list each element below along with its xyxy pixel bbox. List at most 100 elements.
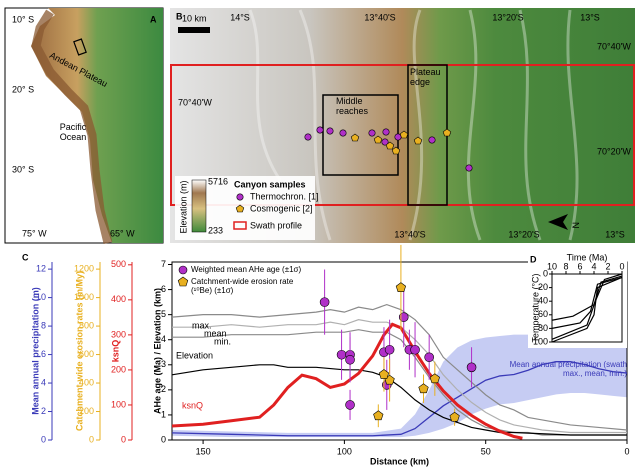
y-tick-label: 0 (89, 434, 94, 444)
lon-label: 70°40'W (178, 97, 212, 107)
y-tick-label: 0 (543, 268, 548, 278)
data-point (384, 344, 395, 355)
legend-title: Canyon samples (234, 179, 306, 189)
y-tick-label: 200 (111, 364, 126, 374)
y-tick-label: 0 (121, 434, 126, 444)
y-tick-label: 5 (161, 309, 166, 319)
data-point (395, 282, 407, 292)
lat-label: 13°40'S (394, 229, 425, 239)
legend-marker (178, 265, 188, 275)
ridges (248, 9, 579, 241)
box-label-box: Plateau edge (410, 67, 441, 87)
x-tick-label: 50 (481, 446, 491, 456)
y-tick-label: 40 (538, 296, 548, 306)
y-tick-label: 6 (41, 349, 46, 359)
y-tick-label: 400 (79, 377, 94, 387)
data-point (418, 383, 429, 394)
lon-label: 75° W (22, 228, 47, 238)
inset-frame (551, 273, 623, 343)
y-tick-label: 200 (79, 406, 94, 416)
data-point (449, 411, 460, 422)
legend-label: Thermochron. [1] (250, 191, 319, 201)
series-label: mean (204, 328, 227, 338)
box-label-box: Middle reaches (336, 96, 369, 116)
lat-label: 30° S (12, 164, 34, 174)
thermochron-sites (304, 126, 473, 172)
y-tick-label: 0 (161, 434, 166, 444)
y-tick-label: 0 (41, 434, 46, 444)
north-label: N (571, 222, 581, 229)
ocean-label: Pacific Ocean (59, 122, 87, 142)
study-area-box (73, 38, 87, 56)
scale-label: 10 km (182, 13, 207, 23)
ocean-label-box: Pacific Ocean (59, 122, 87, 142)
lat-label: 10° S (12, 14, 34, 24)
lon-label: 65° W (110, 228, 135, 238)
precipitation-band (172, 334, 627, 438)
legend-label: Weighted mean AHe age (±1σ) (191, 265, 302, 274)
x-tick-label: 8 (563, 261, 568, 271)
data-point (398, 312, 409, 322)
legend-label: Catchment-wide erosion rate (¹⁰Be) (±1σ) (191, 277, 294, 295)
box-label: Plateau edge (410, 67, 441, 87)
legend-marker (177, 276, 189, 287)
data-line (551, 276, 623, 343)
y-tick-label: 1 (161, 409, 166, 419)
data-point (319, 297, 330, 307)
lat-label: 13°S (580, 12, 600, 22)
y-tick-label: 1000 (74, 292, 94, 302)
data-point (429, 373, 440, 384)
series-label: ksnQ (182, 400, 203, 410)
lat-label: 13°S (605, 229, 625, 239)
data-line (551, 276, 623, 329)
x-tick-label: 150 (196, 446, 211, 456)
y-tick-label: 2 (161, 384, 166, 394)
map-a (4, 7, 164, 245)
lon-label: 70°20'W (597, 146, 631, 156)
box-label: Middle reaches (336, 96, 369, 116)
y-tick-label: 800 (79, 320, 94, 330)
data-point (466, 362, 477, 373)
series-label: min. (214, 336, 231, 346)
colorbar-label: Elevation (m) (178, 180, 188, 233)
legend-marker (235, 204, 245, 213)
series-label-box: Mean annual precipitation (swath max., m… (510, 360, 627, 378)
data-point (410, 344, 420, 355)
north-arrow (548, 214, 568, 230)
panel-label: A (150, 14, 157, 24)
data-line (171, 364, 627, 436)
x-tick-label: 0 (624, 446, 629, 456)
y-tick-label: 300 (111, 329, 126, 339)
x-tick-label: 100 (337, 446, 352, 456)
data-point (345, 400, 355, 410)
panel-label: B (176, 11, 183, 21)
continent (31, 8, 163, 243)
cosmogenic-sites (350, 128, 452, 155)
y-tick-label: 3 (161, 359, 166, 369)
y-tick-label: 1200 (74, 263, 94, 273)
lon-label: 70°40'W (597, 41, 631, 51)
y-tick-label: 4 (161, 334, 166, 344)
lat-label: 13°20'S (508, 229, 539, 239)
legend-marker (233, 221, 247, 230)
series-label: max. (192, 320, 212, 330)
andes (31, 9, 113, 245)
panel-label: C (22, 252, 29, 262)
x-tick-label: 6 (577, 261, 582, 271)
lat-label: 14°S (230, 12, 250, 22)
lat-label: 13°20'S (492, 12, 523, 22)
y-tick-label: 7 (161, 259, 166, 269)
legend-label-box: Weighted mean AHe age (±1σ) (191, 265, 302, 274)
y-tick-label: 500 (111, 259, 126, 269)
y-tick-label: 8 (41, 320, 46, 330)
panel-label: D (530, 254, 537, 264)
elevation-colorbar (191, 179, 207, 233)
scale-bar (178, 27, 210, 33)
x-tick-label: 10 (547, 261, 557, 271)
data-point (378, 369, 390, 379)
data-line (171, 361, 628, 437)
y-tick-label: 80 (538, 323, 548, 333)
y-tick-label: 6 (161, 284, 166, 294)
x-tick-label: 2 (605, 261, 610, 271)
